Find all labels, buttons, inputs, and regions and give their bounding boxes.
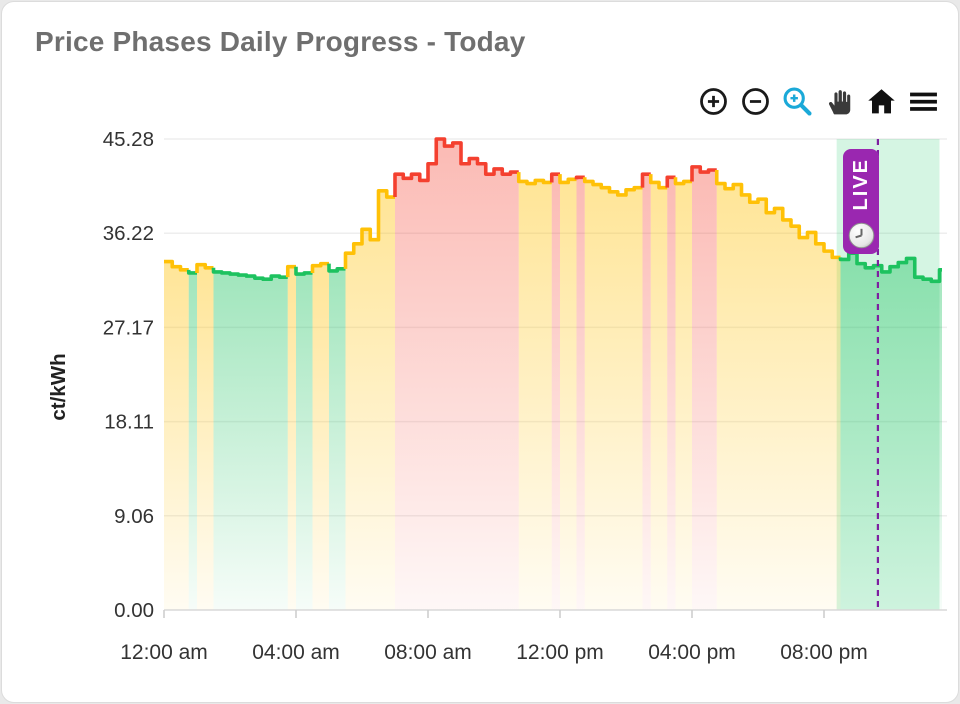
chart-toolbar [698,86,939,117]
x-tick-label: 04:00 am [252,641,340,664]
magnifier-plus-icon [783,87,812,116]
y-tick-label: 18.11 [104,411,154,434]
x-tick-label: 08:00 pm [780,641,868,664]
x-tick-label: 08:00 am [384,641,472,664]
page-title: Price Phases Daily Progress - Today [35,26,526,57]
x-tick-label: 12:00 pm [516,641,604,664]
y-tick-labels: 0.00 9.06 18.11 27.17 36.22 45.28 [103,128,154,622]
zoom-out-icon [742,88,769,115]
hand-pan-icon [828,90,851,115]
live-badge-label: LIVE [850,158,872,211]
live-badge: LIVE [843,149,879,254]
clock-icon [848,222,874,249]
price-step-line [164,137,942,284]
home-button[interactable] [866,86,897,117]
x-tick-labels: 12:00 am 04:00 am 08:00 am 12:00 pm 04:00 pm… [120,641,868,664]
zoom-in-icon [700,88,727,115]
price-area-fills [164,139,942,611]
x-tick-label: 12:00 am [120,641,208,664]
x-tick-label: 04:00 pm [648,641,736,664]
x-axis [163,609,947,618]
y-axis-title: ct/kWh [47,353,70,420]
y-tick-label: 27.17 [103,316,154,339]
y-tick-label: 0.00 [114,599,154,622]
plot-area[interactable] [164,139,947,610]
zoom-out-button[interactable] [740,86,771,117]
y-tick-label: 45.28 [103,128,154,151]
menu-button[interactable] [908,86,939,117]
pan-button[interactable] [824,86,855,117]
y-tick-label: 9.06 [114,505,154,528]
y-tick-label: 36.22 [103,222,154,245]
home-icon [868,89,895,114]
box-zoom-button[interactable] [782,86,813,117]
zoom-in-button[interactable] [698,86,729,117]
hamburger-menu-icon [910,92,937,111]
